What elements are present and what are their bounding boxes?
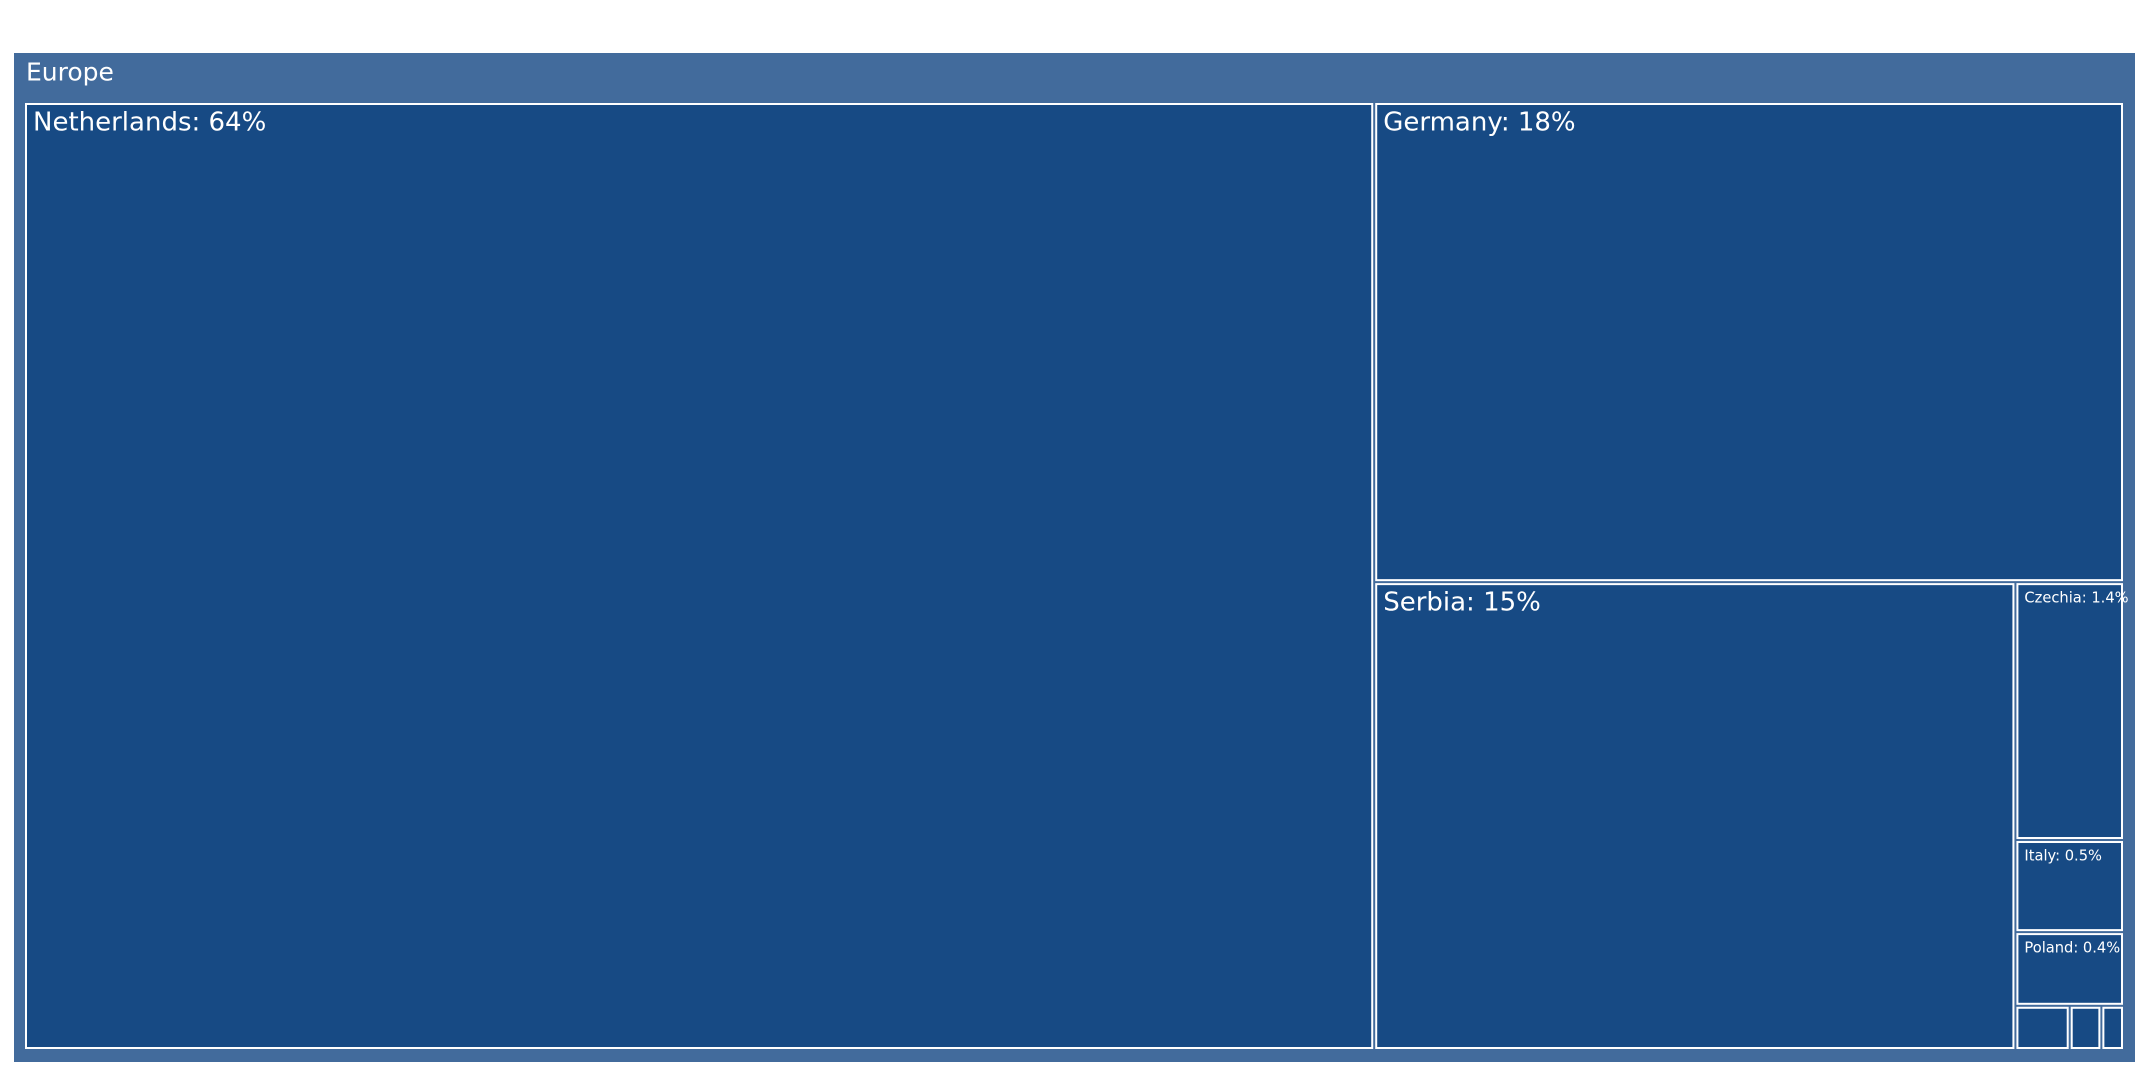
tile-label: Czechia: 1.4% bbox=[2024, 590, 2128, 607]
tile-label: Netherlands: 64% bbox=[33, 107, 266, 137]
tile bbox=[2016, 933, 2123, 1005]
tile bbox=[2016, 841, 2123, 932]
tile-label: Serbia: 15% bbox=[1383, 588, 1541, 618]
tile bbox=[2102, 1006, 2123, 1050]
tile bbox=[2016, 1006, 2069, 1050]
tile-label: Poland: 0.4% bbox=[2024, 940, 2120, 957]
tile bbox=[1375, 103, 2123, 582]
root-label: Europe bbox=[26, 57, 114, 86]
tile-label: Germany: 18% bbox=[1383, 107, 1575, 137]
tile bbox=[25, 103, 1374, 1049]
tile bbox=[1375, 583, 2015, 1049]
tile-label: Italy: 0.5% bbox=[2024, 847, 2102, 864]
tile bbox=[2070, 1006, 2101, 1050]
tile bbox=[2016, 583, 2123, 840]
